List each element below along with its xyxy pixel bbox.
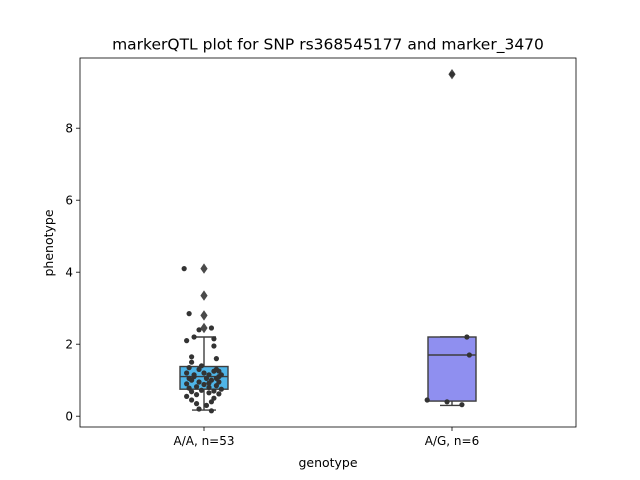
data-point <box>206 380 212 386</box>
data-point <box>206 384 212 390</box>
y-tick-label: 8 <box>65 121 73 135</box>
data-point <box>203 375 210 381</box>
outlier-point <box>200 263 208 274</box>
data-point <box>201 381 207 388</box>
data-point <box>213 383 219 389</box>
data-point <box>211 336 217 342</box>
data-point <box>213 356 219 362</box>
data-point <box>189 389 195 395</box>
y-tick-label: 6 <box>65 193 73 207</box>
x-tick-label: A/G, n=6 <box>425 434 479 448</box>
chart-title: markerQTL plot for SNP rs368545177 and m… <box>112 36 544 55</box>
data-point <box>218 372 224 378</box>
box <box>427 336 477 402</box>
data-point <box>206 390 212 396</box>
y-axis-label: phenotype <box>41 209 56 276</box>
data-point <box>424 397 430 403</box>
data-point <box>191 372 197 378</box>
y-axis: 0 2 4 6 8 <box>65 121 80 423</box>
box-group <box>424 69 477 408</box>
data-point <box>181 266 187 272</box>
x-tick-label: A/A, n=53 <box>173 434 234 448</box>
plot-area <box>79 57 577 428</box>
data-point <box>191 334 197 340</box>
data-point <box>198 387 205 393</box>
y-tick-label: 0 <box>65 409 73 423</box>
data-point <box>449 71 455 77</box>
data-point <box>444 399 450 405</box>
data-point <box>189 397 195 403</box>
y-tick-label: 4 <box>65 265 73 279</box>
data-point <box>186 311 192 317</box>
data-point <box>466 352 472 358</box>
data-point <box>184 338 190 344</box>
data-point <box>193 384 200 390</box>
data-point <box>208 325 215 331</box>
data-point <box>208 399 215 405</box>
outlier-point <box>200 310 208 321</box>
outlier-point <box>200 322 208 334</box>
box-plot <box>179 69 477 414</box>
data-point <box>184 370 190 376</box>
data-point <box>184 393 190 399</box>
data-point <box>186 375 192 381</box>
data-point <box>201 370 207 376</box>
data-point <box>208 408 215 414</box>
data-point <box>203 402 210 408</box>
data-point <box>216 391 222 397</box>
data-point <box>196 406 202 412</box>
x-axis: A/A, n=53 A/G, n=6 <box>173 427 479 448</box>
data-point <box>218 386 224 392</box>
data-point <box>464 334 470 340</box>
y-tick-label: 2 <box>65 337 73 351</box>
data-point <box>186 365 192 371</box>
data-point <box>211 388 217 394</box>
data-point <box>189 359 195 365</box>
data-point <box>193 401 200 407</box>
data-point <box>211 343 217 349</box>
data-point <box>196 327 202 333</box>
data-point <box>193 392 200 398</box>
data-point <box>189 354 195 360</box>
data-point <box>196 379 202 385</box>
data-point <box>213 375 219 381</box>
data-point <box>459 402 465 408</box>
data-point <box>213 366 219 372</box>
data-point <box>184 381 190 387</box>
box-group <box>179 263 229 414</box>
outlier-point <box>200 290 208 301</box>
x-axis-label: genotype <box>298 455 357 470</box>
data-point <box>198 363 205 369</box>
